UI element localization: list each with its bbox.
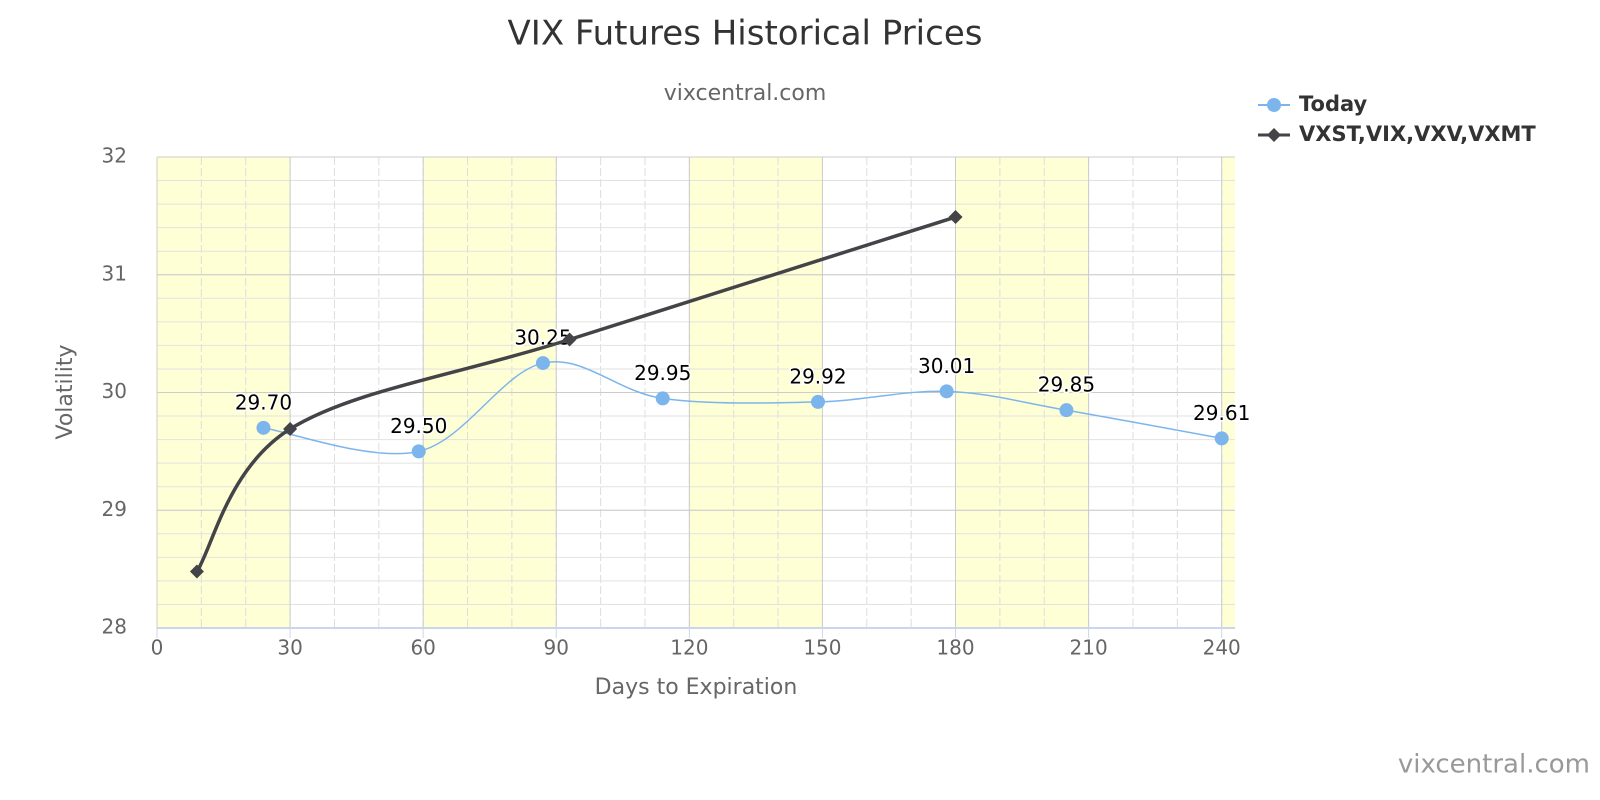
data-point [1214, 431, 1229, 446]
legend-marker [1267, 98, 1281, 112]
data-label: 30.01 [918, 354, 975, 378]
data-label: 29.95 [634, 361, 691, 385]
y-tick-label: 30 [102, 379, 127, 403]
x-tick-label: 210 [1070, 636, 1108, 660]
data-point [939, 384, 954, 399]
data-point [810, 394, 825, 409]
plot-area [156, 156, 1235, 629]
data-point [283, 422, 298, 437]
data-label: 29.70 [235, 390, 292, 414]
chart-title: VIX Futures Historical Prices [508, 14, 983, 54]
data-point [411, 444, 426, 459]
data-label: 29.50 [390, 414, 447, 438]
data-label: 29.61 [1193, 401, 1250, 425]
x-tick-label: 90 [544, 636, 569, 660]
data-point [256, 420, 271, 435]
x-axis-title: Days to Expiration [595, 675, 798, 700]
data-point [655, 391, 670, 406]
series-line [263, 361, 1222, 455]
credits: vixcentral.com [1398, 750, 1590, 780]
legend-label: VXST,VIX,VXV,VXMT [1299, 122, 1536, 146]
x-tick-label: 120 [670, 636, 708, 660]
data-point [948, 210, 963, 225]
legend-label: Today [1299, 92, 1368, 116]
x-tick-label: 0 [151, 636, 164, 660]
y-axis-title: Volatility [53, 344, 78, 439]
legend-marker [1267, 128, 1281, 142]
chart-subtitle: vixcentral.com [664, 81, 827, 106]
x-tick-label: 60 [410, 636, 435, 660]
series-line [195, 215, 957, 573]
x-tick-label: 240 [1203, 636, 1241, 660]
y-tick-label: 29 [102, 497, 127, 521]
data-point [562, 332, 577, 347]
data-label: 29.85 [1038, 373, 1095, 397]
x-tick-label: 180 [936, 636, 974, 660]
data-point [535, 356, 550, 371]
y-tick-label: 28 [102, 615, 127, 639]
y-tick-label: 31 [102, 261, 127, 285]
data-point [1059, 403, 1074, 418]
x-tick-label: 150 [803, 636, 841, 660]
data-label: 29.92 [789, 364, 846, 388]
y-tick-label: 32 [102, 144, 127, 168]
x-tick-label: 30 [277, 636, 302, 660]
data-point [189, 564, 204, 579]
